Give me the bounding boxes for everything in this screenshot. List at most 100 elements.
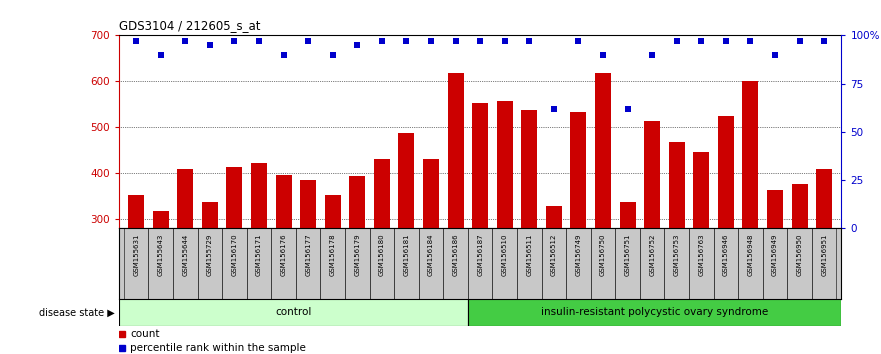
Bar bbox=[571, 112, 587, 354]
Point bbox=[547, 106, 561, 112]
Text: GSM156176: GSM156176 bbox=[280, 233, 286, 276]
Bar bbox=[423, 159, 439, 354]
Bar bbox=[443, 228, 468, 299]
Text: GSM155631: GSM155631 bbox=[133, 233, 139, 276]
Point bbox=[670, 38, 684, 44]
Bar bbox=[202, 202, 218, 354]
Bar bbox=[546, 206, 562, 354]
Point bbox=[178, 38, 192, 44]
Bar bbox=[148, 228, 173, 299]
Point bbox=[596, 52, 610, 57]
Text: GSM156177: GSM156177 bbox=[305, 233, 311, 276]
Text: GSM156184: GSM156184 bbox=[428, 233, 434, 276]
Bar bbox=[398, 133, 414, 354]
Bar bbox=[714, 228, 738, 299]
Bar bbox=[152, 211, 168, 354]
Point bbox=[326, 52, 340, 57]
Bar bbox=[247, 228, 271, 299]
Text: control: control bbox=[275, 307, 312, 318]
Point bbox=[227, 38, 241, 44]
Bar bbox=[689, 228, 714, 299]
Bar bbox=[197, 228, 222, 299]
Bar bbox=[517, 228, 542, 299]
Point bbox=[448, 38, 463, 44]
Bar bbox=[767, 190, 783, 354]
Bar bbox=[276, 175, 292, 354]
Bar bbox=[615, 228, 640, 299]
Text: GSM156950: GSM156950 bbox=[796, 233, 803, 276]
Bar bbox=[644, 121, 660, 354]
Bar bbox=[226, 167, 242, 354]
Text: GSM156180: GSM156180 bbox=[379, 233, 385, 276]
Point bbox=[572, 38, 586, 44]
Text: GDS3104 / 212605_s_at: GDS3104 / 212605_s_at bbox=[119, 19, 261, 32]
Text: GSM156178: GSM156178 bbox=[329, 233, 336, 276]
Bar bbox=[693, 152, 709, 354]
Text: count: count bbox=[130, 329, 159, 339]
FancyBboxPatch shape bbox=[119, 299, 468, 326]
Text: GSM156750: GSM156750 bbox=[600, 233, 606, 276]
Point bbox=[252, 38, 266, 44]
Text: disease state ▶: disease state ▶ bbox=[39, 307, 115, 318]
Bar bbox=[128, 195, 144, 354]
Bar bbox=[394, 228, 418, 299]
Point bbox=[424, 38, 438, 44]
Text: GSM156181: GSM156181 bbox=[403, 233, 410, 276]
Text: GSM156753: GSM156753 bbox=[674, 233, 680, 276]
Point bbox=[522, 38, 537, 44]
Bar bbox=[222, 228, 247, 299]
Text: GSM156512: GSM156512 bbox=[551, 233, 557, 276]
Bar bbox=[738, 228, 763, 299]
Point bbox=[301, 38, 315, 44]
Point bbox=[374, 38, 389, 44]
Text: GSM156951: GSM156951 bbox=[821, 233, 827, 276]
Bar bbox=[591, 228, 615, 299]
Bar bbox=[743, 81, 759, 354]
Point bbox=[203, 42, 217, 48]
Bar bbox=[763, 228, 788, 299]
Bar bbox=[173, 228, 197, 299]
Text: GSM156949: GSM156949 bbox=[772, 233, 778, 276]
Text: GSM155643: GSM155643 bbox=[158, 233, 164, 276]
Point bbox=[620, 106, 634, 112]
Text: GSM156749: GSM156749 bbox=[575, 233, 581, 276]
Bar bbox=[177, 169, 193, 354]
Bar bbox=[718, 116, 734, 354]
Bar bbox=[296, 228, 321, 299]
Text: GSM156186: GSM156186 bbox=[453, 233, 459, 276]
Point bbox=[153, 52, 167, 57]
Bar bbox=[522, 110, 537, 354]
Bar bbox=[468, 228, 492, 299]
Point bbox=[399, 38, 413, 44]
Bar bbox=[812, 228, 836, 299]
Text: percentile rank within the sample: percentile rank within the sample bbox=[130, 343, 307, 353]
Bar bbox=[472, 103, 488, 354]
Bar bbox=[542, 228, 566, 299]
Bar bbox=[669, 142, 685, 354]
Point bbox=[351, 42, 365, 48]
Bar bbox=[566, 228, 591, 299]
Bar bbox=[816, 169, 833, 354]
Bar bbox=[321, 228, 345, 299]
Text: insulin-resistant polycystic ovary syndrome: insulin-resistant polycystic ovary syndr… bbox=[541, 307, 768, 318]
Bar bbox=[325, 195, 341, 354]
Point bbox=[277, 52, 291, 57]
Text: GSM156752: GSM156752 bbox=[649, 233, 655, 276]
Point bbox=[645, 52, 659, 57]
Text: GSM156179: GSM156179 bbox=[354, 233, 360, 276]
Bar bbox=[251, 163, 267, 354]
Bar bbox=[664, 228, 689, 299]
Point bbox=[719, 38, 733, 44]
Bar bbox=[497, 101, 513, 354]
Bar bbox=[300, 180, 316, 354]
Text: GSM156948: GSM156948 bbox=[747, 233, 753, 276]
Bar bbox=[345, 228, 369, 299]
Bar bbox=[374, 159, 390, 354]
Bar bbox=[369, 228, 394, 299]
Point bbox=[498, 38, 512, 44]
Text: GSM156170: GSM156170 bbox=[232, 233, 237, 276]
Bar bbox=[271, 228, 296, 299]
Text: GSM156171: GSM156171 bbox=[256, 233, 262, 276]
Text: GSM156946: GSM156946 bbox=[723, 233, 729, 276]
Bar bbox=[619, 202, 635, 354]
